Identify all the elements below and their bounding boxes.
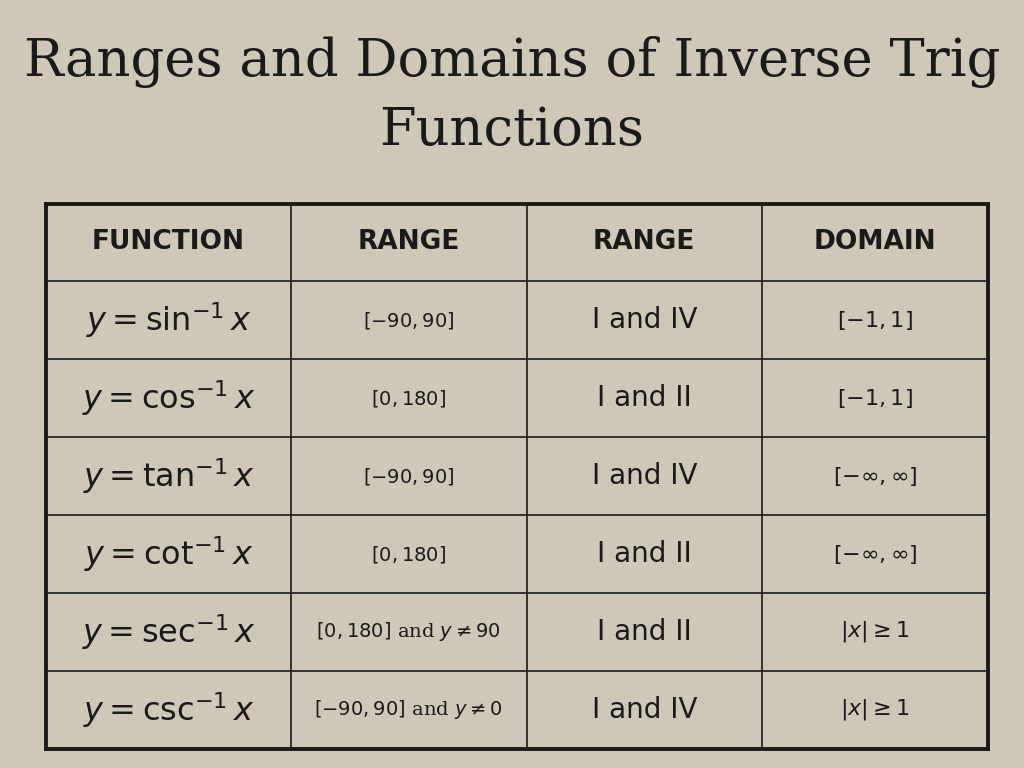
Text: $[-1,1]$: $[-1,1]$	[838, 309, 913, 332]
Text: $|x|\geq 1$: $|x|\geq 1$	[841, 697, 910, 723]
Text: $y = \cot^{-1} x$: $y = \cot^{-1} x$	[84, 535, 253, 574]
Text: RANGE: RANGE	[593, 230, 695, 256]
Text: $|x|\geq 1$: $|x|\geq 1$	[841, 620, 910, 644]
Text: $[-\infty,\infty]$: $[-\infty,\infty]$	[833, 542, 918, 565]
Text: $[-90,90]$ and $y\neq 0$: $[-90,90]$ and $y\neq 0$	[314, 698, 503, 721]
Text: I and IV: I and IV	[592, 462, 697, 490]
Text: $y = \tan^{-1} x$: $y = \tan^{-1} x$	[83, 456, 255, 496]
Text: $[-90,90]$: $[-90,90]$	[364, 465, 455, 487]
Text: I and IV: I and IV	[592, 696, 697, 724]
Text: $[-\infty,\infty]$: $[-\infty,\infty]$	[833, 465, 918, 488]
Text: $y = \sec^{-1} x$: $y = \sec^{-1} x$	[82, 612, 255, 652]
Text: I and II: I and II	[597, 384, 691, 412]
Text: $y = \sin^{-1} x$: $y = \sin^{-1} x$	[86, 300, 251, 340]
Text: I and II: I and II	[597, 618, 691, 646]
Text: $[0,180]$ and $y\neq 90$: $[0,180]$ and $y\neq 90$	[316, 621, 501, 644]
Text: $y = \csc^{-1} x$: $y = \csc^{-1} x$	[83, 690, 254, 730]
Text: Ranges and Domains of Inverse Trig
Functions: Ranges and Domains of Inverse Trig Funct…	[24, 37, 1000, 155]
Bar	[46, 204, 988, 749]
Text: $[-90,90]$: $[-90,90]$	[364, 310, 455, 331]
Text: DOMAIN: DOMAIN	[814, 230, 936, 256]
Text: I and IV: I and IV	[592, 306, 697, 334]
Text: $[-1,1]$: $[-1,1]$	[838, 387, 913, 410]
Text: I and II: I and II	[597, 540, 691, 568]
Text: $[0,180]$: $[0,180]$	[372, 544, 446, 564]
Text: FUNCTION: FUNCTION	[92, 230, 245, 256]
Text: $y = \cos^{-1} x$: $y = \cos^{-1} x$	[82, 379, 255, 418]
Text: RANGE: RANGE	[357, 230, 460, 256]
Text: $[0,180]$: $[0,180]$	[372, 388, 446, 409]
